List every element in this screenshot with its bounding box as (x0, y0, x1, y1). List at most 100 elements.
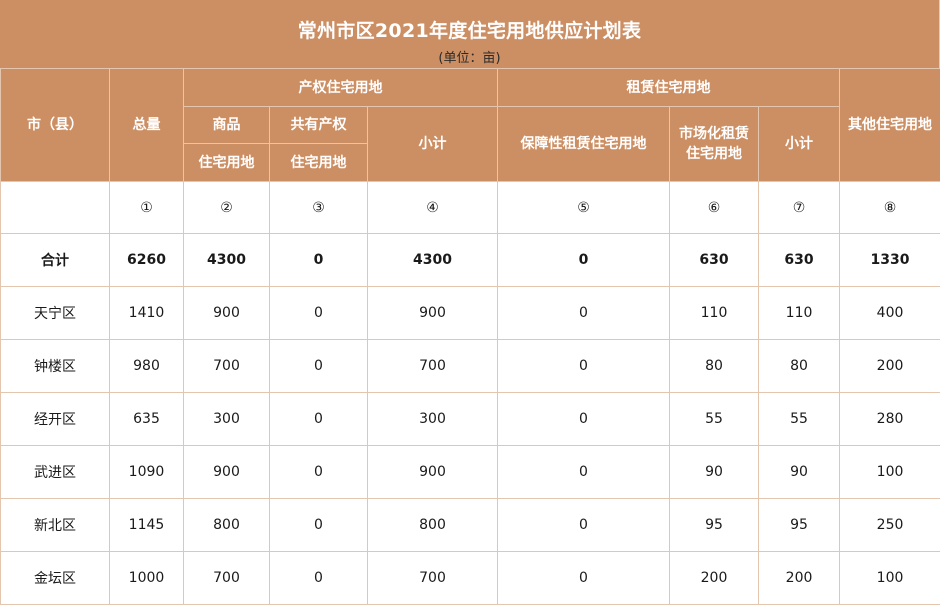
table-title: 常州市区2021年度住宅用地供应计划表 (0, 16, 939, 43)
cell-value: 4300 (368, 234, 498, 287)
cell-value: 980 (110, 340, 184, 393)
cell-value: 200 (840, 340, 940, 393)
header-rental-group: 租赁住宅用地 (498, 69, 840, 107)
table-row-total: 合计 6260 4300 0 4300 0 630 630 1330 (1, 234, 940, 287)
cell-value: 0 (498, 499, 670, 552)
header-county: 市（县） (1, 69, 110, 182)
cell-value: 4300 (184, 234, 270, 287)
cell-value: 90 (670, 446, 759, 499)
cell-value: 800 (184, 499, 270, 552)
column-number: ② (184, 182, 270, 234)
header-market-rental: 市场化租赁 住宅用地 (670, 107, 759, 182)
table-row: 天宁区 1410 900 0 900 0 110 110 400 (1, 287, 940, 340)
cell-value: 0 (498, 446, 670, 499)
cell-value: 0 (498, 234, 670, 287)
cell-value: 6260 (110, 234, 184, 287)
cell-value: 0 (270, 234, 368, 287)
column-number: ⑥ (670, 182, 759, 234)
cell-value: 110 (670, 287, 759, 340)
header-property-group: 产权住宅用地 (184, 69, 498, 107)
cell-value: 900 (184, 287, 270, 340)
header-affordable-rental: 保障性租赁住宅用地 (498, 107, 670, 182)
header-market-rental-bottom: 住宅用地 (670, 144, 758, 164)
cell-value: 80 (759, 340, 840, 393)
table-row: 经开区 635 300 0 300 0 55 55 280 (1, 393, 940, 446)
cell-value: 0 (270, 446, 368, 499)
cell-value: 400 (840, 287, 940, 340)
table-row: 金坛区 1000 700 0 700 0 200 200 100 (1, 552, 940, 605)
cell-value: 700 (184, 340, 270, 393)
cell-value: 635 (110, 393, 184, 446)
cell-value: 0 (498, 340, 670, 393)
cell-value: 800 (368, 499, 498, 552)
row-name: 合计 (1, 234, 110, 287)
cell-value: 0 (498, 552, 670, 605)
cell-value: 200 (759, 552, 840, 605)
header-commercial-top: 商品 (184, 107, 270, 144)
column-number: ① (110, 182, 184, 234)
row-name: 金坛区 (1, 552, 110, 605)
column-number: ③ (270, 182, 368, 234)
header-subtotal-property: 小计 (368, 107, 498, 182)
header-other: 其他住宅用地 (840, 69, 940, 182)
header-market-rental-top: 市场化租赁 (670, 124, 758, 144)
row-name: 天宁区 (1, 287, 110, 340)
cell-value: 900 (368, 287, 498, 340)
cell-value: 250 (840, 499, 940, 552)
cell-value: 0 (270, 340, 368, 393)
cell-value: 300 (184, 393, 270, 446)
cell-value: 0 (498, 287, 670, 340)
cell-value: 1090 (110, 446, 184, 499)
unit-label: (单位：亩) (0, 47, 939, 66)
cell-value: 80 (670, 340, 759, 393)
header-shared-top: 共有产权 (270, 107, 368, 144)
column-number-blank (1, 182, 110, 234)
column-number: ⑦ (759, 182, 840, 234)
cell-value: 630 (670, 234, 759, 287)
column-number-row: ① ② ③ ④ ⑤ ⑥ ⑦ ⑧ (1, 182, 940, 234)
cell-value: 95 (759, 499, 840, 552)
header-commercial-bottom: 住宅用地 (184, 144, 270, 182)
supply-plan-table: 市（县） 总量 产权住宅用地 租赁住宅用地 其他住宅用地 商品 共有产权 小计 … (0, 68, 940, 605)
cell-value: 100 (840, 552, 940, 605)
cell-value: 55 (670, 393, 759, 446)
cell-value: 900 (368, 446, 498, 499)
cell-value: 100 (840, 446, 940, 499)
cell-value: 200 (670, 552, 759, 605)
column-number: ⑤ (498, 182, 670, 234)
cell-value: 1145 (110, 499, 184, 552)
table-row: 武进区 1090 900 0 900 0 90 90 100 (1, 446, 940, 499)
cell-value: 0 (270, 499, 368, 552)
cell-value: 280 (840, 393, 940, 446)
header-subtotal-rental: 小计 (759, 107, 840, 182)
cell-value: 1410 (110, 287, 184, 340)
title-band: 常州市区2021年度住宅用地供应计划表 (单位：亩) (0, 0, 940, 68)
table-row: 新北区 1145 800 0 800 0 95 95 250 (1, 499, 940, 552)
table-row: 钟楼区 980 700 0 700 0 80 80 200 (1, 340, 940, 393)
cell-value: 700 (184, 552, 270, 605)
cell-value: 110 (759, 287, 840, 340)
row-name: 经开区 (1, 393, 110, 446)
cell-value: 630 (759, 234, 840, 287)
cell-value: 700 (368, 552, 498, 605)
cell-value: 700 (368, 340, 498, 393)
cell-value: 1000 (110, 552, 184, 605)
row-name: 钟楼区 (1, 340, 110, 393)
cell-value: 300 (368, 393, 498, 446)
column-number: ⑧ (840, 182, 940, 234)
header-shared-bottom: 住宅用地 (270, 144, 368, 182)
cell-value: 0 (270, 552, 368, 605)
column-number: ④ (368, 182, 498, 234)
header-total: 总量 (110, 69, 184, 182)
row-name: 新北区 (1, 499, 110, 552)
cell-value: 95 (670, 499, 759, 552)
cell-value: 90 (759, 446, 840, 499)
cell-value: 0 (270, 393, 368, 446)
cell-value: 55 (759, 393, 840, 446)
row-name: 武进区 (1, 446, 110, 499)
cell-value: 1330 (840, 234, 940, 287)
cell-value: 0 (498, 393, 670, 446)
cell-value: 900 (184, 446, 270, 499)
cell-value: 0 (270, 287, 368, 340)
